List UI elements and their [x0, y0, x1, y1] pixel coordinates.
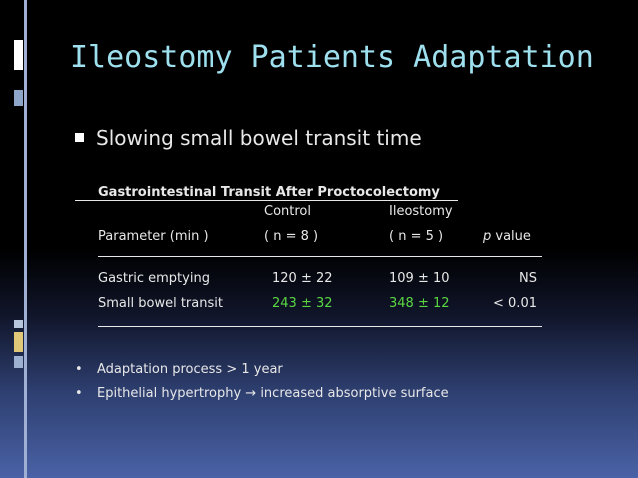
row-control: 243 ± 32 — [272, 296, 333, 311]
row-p: NS — [519, 271, 537, 286]
row-parameter: Small bowel transit — [98, 296, 223, 311]
left-accent-rule — [24, 0, 27, 478]
header-control: Control — [264, 204, 311, 219]
header-ileostomy-n: ( n = 5 ) — [389, 229, 444, 244]
note-item: • Epithelial hypertrophy → increased abso… — [75, 386, 449, 401]
header-p-value: p value — [483, 229, 531, 244]
note-item: • Adaptation process > 1 year — [75, 362, 283, 377]
row-ileostomy: 109 ± 10 — [389, 271, 450, 286]
main-bullet: Slowing small bowel transit time — [75, 126, 422, 150]
note-text: Epithelial hypertrophy → increased absor… — [97, 386, 449, 401]
header-control-n: ( n = 8 ) — [264, 229, 319, 244]
main-bullet-text: Slowing small bowel transit time — [96, 126, 422, 150]
row-p: < 0.01 — [493, 296, 537, 311]
table-caption: Gastrointestinal Transit After Proctocol… — [75, 185, 458, 201]
p-label: value — [491, 229, 531, 244]
decor-block — [14, 356, 23, 368]
table-rule-bottom — [98, 326, 542, 327]
p-italic: p — [483, 229, 492, 244]
square-bullet-icon — [75, 133, 84, 142]
decor-block — [14, 332, 23, 352]
row-ileostomy: 348 ± 12 — [389, 296, 450, 311]
bullet-dot-icon: • — [75, 362, 83, 377]
decor-block — [14, 90, 23, 106]
decor-block — [14, 320, 23, 328]
table-rule-top — [98, 256, 542, 257]
row-parameter: Gastric emptying — [98, 271, 210, 286]
slide-title: Ileostomy Patients Adaptation — [70, 40, 594, 75]
bullet-dot-icon: • — [75, 386, 83, 401]
note-text: Adaptation process > 1 year — [97, 362, 283, 377]
row-control: 120 ± 22 — [272, 271, 333, 286]
decor-block — [14, 40, 23, 70]
header-ileostomy: Ileostomy — [389, 204, 453, 219]
header-parameter: Parameter (min ) — [98, 229, 209, 244]
